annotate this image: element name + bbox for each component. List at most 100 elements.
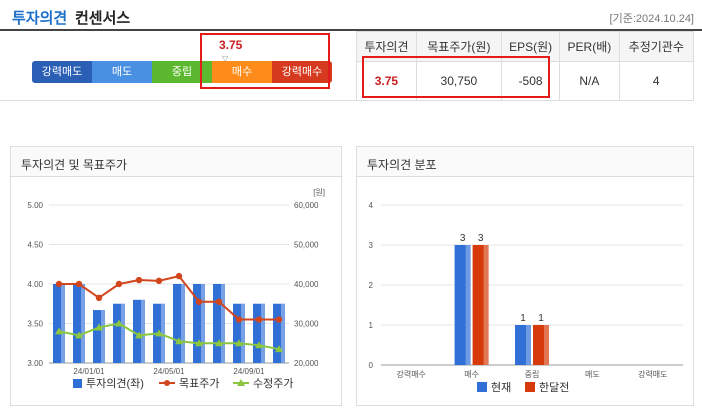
adjusted-price-point	[155, 329, 163, 337]
highlight-box-table	[362, 56, 550, 98]
cell-eps: -508	[500, 61, 561, 101]
y-tick-label: 1	[369, 321, 374, 330]
target-price-point	[235, 316, 243, 323]
cell-per: N/A	[559, 61, 620, 101]
target-price-line	[59, 274, 279, 321]
title-divider	[0, 29, 702, 31]
distribution-bar	[533, 325, 549, 365]
opinion-target-chart: 5.00 4.50 4.00 3.50 3.00 60,000 50,000 40,000 30…	[27, 188, 325, 390]
adjusted-price-point	[235, 339, 243, 347]
legend-target-label: 목표주가	[179, 377, 219, 390]
target-price-point	[115, 280, 123, 288]
y-right-tick-label: 30,000	[294, 320, 319, 329]
opinion-bar-shade	[81, 284, 85, 363]
bar-value-label: 1	[538, 313, 544, 324]
y-right-unit-label: [원]	[313, 188, 325, 197]
distribution-bar	[472, 245, 489, 365]
bar-value-label: 1	[520, 313, 526, 324]
target-price-point	[75, 280, 83, 288]
x-category-label: 강력매도	[638, 369, 667, 379]
adjusted-price-point	[135, 331, 143, 339]
opinion-bar-shade	[201, 284, 205, 363]
target-price-point	[155, 277, 163, 285]
distribution-bar	[454, 245, 471, 365]
adjusted-price-point	[75, 331, 83, 339]
legend-current-swatch	[477, 382, 487, 392]
scale-pointer-icon: ▽	[222, 54, 229, 63]
opinion-bar	[73, 284, 85, 363]
adjusted-price-point	[195, 339, 203, 347]
page-subtitle: 컨센서스	[75, 10, 131, 27]
distribution-bar	[515, 325, 531, 365]
table-row: 3.75 30,750 -508 N/A 4	[356, 61, 695, 101]
adjusted-price-point	[215, 339, 223, 347]
panel-title-right: 투자의견 분포	[357, 147, 693, 177]
scale-sell: 매도	[92, 61, 152, 83]
distribution-bar-shade	[544, 325, 549, 365]
opinion-bar-shade	[161, 303, 165, 363]
x-tick-label: 24/05/01	[153, 367, 185, 376]
opinion-bar-shade	[121, 303, 125, 363]
legend-opinion-label: 투자의견(좌)	[86, 377, 144, 390]
cell-target-price: 30,750	[415, 61, 502, 101]
target-price-point	[255, 316, 263, 323]
opinion-bar-shade	[101, 310, 105, 363]
target-price-point	[195, 298, 203, 305]
scale-buy: 매수	[212, 61, 272, 83]
y-tick-label: 2	[369, 281, 374, 290]
adjusted-price-point	[255, 341, 263, 349]
adjusted-price-point	[115, 319, 123, 327]
distribution-bar-shade	[483, 245, 489, 365]
page-title: 투자의견	[12, 10, 68, 27]
legend-adjusted-label: 수정주가	[253, 377, 293, 390]
opinion-bar-shade	[221, 284, 225, 363]
x-tick-label: 24/01/01	[73, 367, 105, 376]
y-right-tick-label: 60,000	[294, 201, 319, 210]
opinion-target-panel: 투자의견 및 목표주가 5.00 4.50 4.00 3.50 3.00 60,000 50…	[10, 146, 342, 406]
opinion-distribution-panel: 투자의견 분포 4 3 2 1 0 강력매수 매수 3 3 중립 1 1 매도 강력매도 현재 한달전	[356, 146, 694, 406]
adjusted-price-point	[95, 323, 103, 331]
legend-target-marker	[164, 380, 170, 386]
distribution-bar-shade	[465, 245, 471, 365]
adjusted-price-point	[275, 345, 283, 353]
adjusted-price-line	[58, 322, 280, 351]
legend-current-label: 현재	[491, 381, 511, 394]
y-left-tick-label: 3.50	[27, 320, 43, 329]
y-right-tick-label: 40,000	[294, 280, 319, 289]
x-category-label: 강력매수	[396, 369, 425, 379]
opinion-bar-shade	[261, 303, 265, 363]
opinion-bar-shade	[241, 303, 245, 363]
bar-value-label: 3	[478, 233, 484, 244]
opinion-bar-shade	[61, 284, 65, 363]
y-left-tick-label: 4.50	[27, 241, 43, 250]
legend-opinion-swatch	[73, 379, 82, 388]
opinion-bar-shade	[141, 299, 145, 363]
y-left-tick-label: 3.00	[27, 359, 43, 368]
scale-strong-buy: 강력매수	[272, 61, 332, 83]
scale-neutral: 중립	[152, 61, 212, 83]
x-tick-label: 24/09/01	[233, 367, 265, 376]
opinion-scale: 강력매도 매도 중립 매수 강력매수 3.75 ▽	[0, 31, 356, 101]
y-tick-label: 0	[369, 361, 374, 370]
y-left-tick-label: 4.00	[27, 280, 43, 289]
x-category-label: 중립	[525, 370, 540, 379]
highlight-box-scale	[200, 33, 330, 89]
adjusted-price-point	[55, 327, 63, 335]
target-price-point	[215, 298, 223, 305]
reference-date: [기준:2024.10.24]	[609, 13, 694, 25]
col-institutions: 추정기관수	[618, 30, 695, 63]
y-left-tick-label: 5.00	[27, 201, 43, 210]
title-bar: 투자의견 컨센서스 [기준:2024.10.24]	[0, 0, 702, 31]
y-tick-label: 4	[369, 201, 374, 210]
opinion-bar-shade	[181, 284, 185, 363]
legend-month-ago-label: 한달전	[539, 381, 569, 394]
x-category-label: 매도	[585, 370, 600, 379]
opinion-bar-shade	[281, 303, 285, 363]
panel-title-left: 투자의견 및 목표주가	[11, 147, 341, 177]
distribution-bar-shade	[526, 325, 531, 365]
legend-adjusted-marker	[237, 379, 245, 386]
x-category-label: 매수	[464, 370, 479, 379]
bar-value-label: 3	[460, 233, 466, 244]
scale-current-value: 3.75	[219, 38, 243, 52]
